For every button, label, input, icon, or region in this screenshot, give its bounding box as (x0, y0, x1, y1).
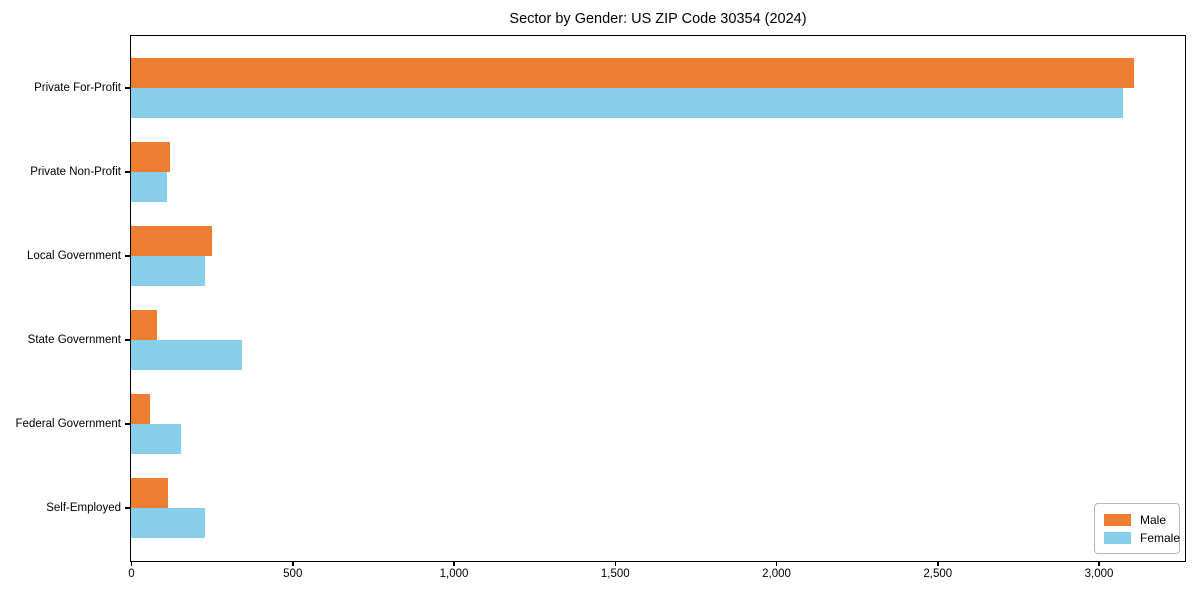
bar-male-private-non-profit (131, 141, 170, 172)
bar-female-private-for-profit (131, 87, 1123, 118)
x-tick-label-2000: 2,000 (762, 568, 791, 580)
legend-swatch-male-icon (1104, 513, 1131, 526)
legend-item-female: Female (1104, 529, 1180, 546)
y-label-self-employed: Self-Employed (46, 502, 121, 514)
x-tick-3000 (1098, 561, 1100, 566)
y-tick-self-employed (125, 507, 130, 509)
x-tick-0 (130, 561, 133, 566)
x-tick-1500 (614, 561, 617, 566)
chart-title: Sector by Gender: US ZIP Code 30354 (202… (509, 11, 807, 27)
x-tick-label-1500: 1,500 (600, 568, 630, 580)
y-label-private-non-profit: Private Non-Profit (30, 166, 121, 178)
y-tick-private-for-profit (125, 87, 130, 89)
bar-male-self-employed (131, 477, 169, 508)
y-label-federal-government: Federal Government (15, 418, 121, 430)
bar-female-self-employed (131, 507, 206, 538)
y-tick-local-government (125, 255, 130, 257)
x-tick-label-0: 0 (128, 568, 135, 580)
bar-female-state-government (131, 339, 243, 370)
bar-female-federal-government (131, 423, 181, 454)
y-tick-state-government (125, 339, 130, 341)
x-tick-2000 (775, 561, 778, 566)
legend-swatch-female-icon (1104, 531, 1131, 544)
y-tick-private-non-profit (125, 171, 130, 173)
y-label-local-government: Local Government (27, 250, 121, 262)
bar-female-local-government (131, 255, 206, 286)
bar-female-private-non-profit (131, 171, 167, 202)
x-tick-label-500: 500 (283, 568, 303, 580)
x-tick-label-2500: 2,500 (923, 568, 953, 580)
bar-male-local-government (131, 225, 212, 256)
plot-area: Male Female (130, 35, 1186, 562)
legend-item-male: Male (1104, 511, 1171, 528)
x-tick-1000 (453, 561, 455, 566)
legend-label-male: Male (1140, 512, 1167, 527)
x-tick-500 (292, 561, 294, 566)
x-tick-label-3000: 3,000 (1084, 568, 1114, 580)
x-tick-label-1000: 1,000 (439, 568, 469, 580)
bar-male-state-government (131, 309, 157, 340)
y-label-state-government: State Government (27, 334, 121, 346)
bar-male-federal-government (131, 393, 151, 424)
y-tick-federal-government (125, 423, 130, 425)
bar-male-private-for-profit (131, 57, 1134, 88)
y-label-private-for-profit: Private For-Profit (34, 82, 121, 94)
legend: Male Female (1094, 503, 1180, 554)
x-tick-2500 (937, 561, 939, 566)
legend-label-female: Female (1140, 530, 1181, 545)
